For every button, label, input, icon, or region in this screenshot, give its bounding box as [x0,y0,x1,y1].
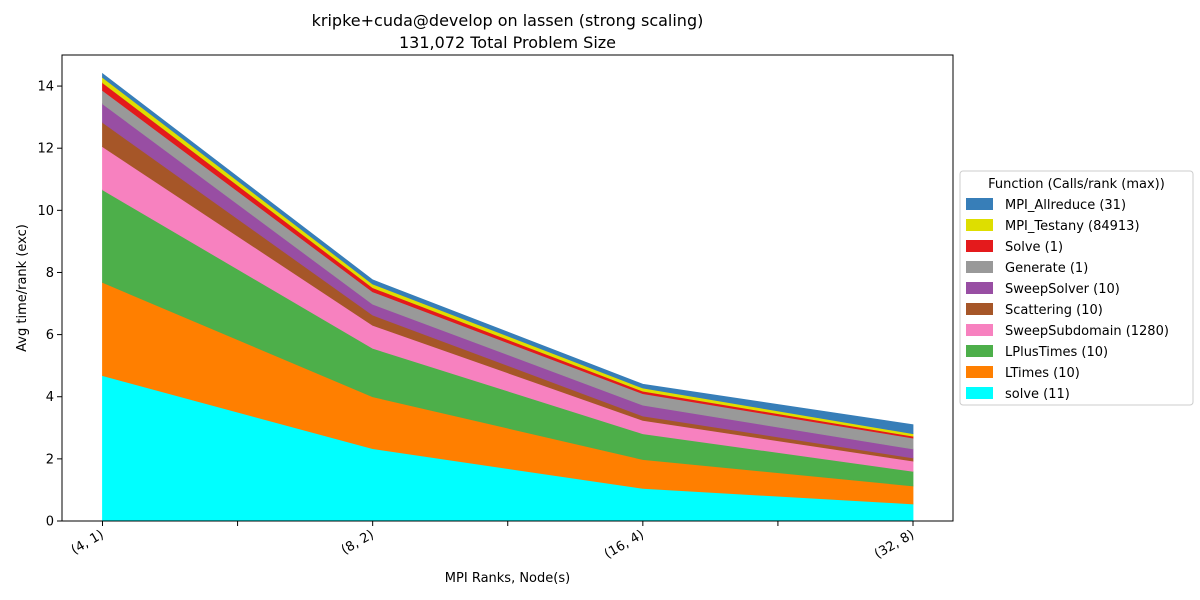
legend-swatch [966,282,993,294]
legend-label: Scattering (10) [1005,303,1103,318]
legend-label: Generate (1) [1005,261,1088,276]
x-tick-label: (32, 8) [872,527,917,562]
x-axis: (4, 1) (8, 2) (16, 4) (32, 8) [69,521,917,562]
legend-label: MPI_Testany (84913) [1005,219,1140,234]
chart-title-line1: kripke+cuda@develop on lassen (strong sc… [312,11,704,30]
y-tick-label: 0 [46,515,54,530]
legend-swatch [966,219,993,231]
y-tick-label: 8 [46,266,54,281]
y-tick-label: 2 [46,452,54,467]
legend-label: solve (11) [1005,387,1070,402]
y-tick-label: 6 [46,328,54,343]
legend-items: MPI_Allreduce (31) MPI_Testany (84913) Sol… [966,198,1169,402]
x-tick-label: (8, 2) [339,527,377,557]
chart-title-line2: 131,072 Total Problem Size [399,33,616,52]
legend: Function (Calls/rank (max)) MPI_Allreduc… [959,170,1194,406]
y-tick-label: 10 [37,204,54,219]
y-tick-label: 4 [46,390,54,405]
area-series-9 [102,72,914,435]
legend-swatch [966,345,993,357]
area-layers [102,72,914,522]
legend-swatch [966,261,993,273]
legend-swatch [966,324,993,336]
legend-label: MPI_Allreduce (31) [1005,198,1126,213]
y-axis: 0 2 4 6 8 10 12 14 [37,80,62,530]
legend-title: Function (Calls/rank (max)) [988,177,1165,192]
legend-swatch [966,240,993,252]
legend-swatch [966,366,993,378]
legend-swatch [966,303,993,315]
legend-label: Solve (1) [1005,240,1063,255]
legend-label: SweepSubdomain (1280) [1005,324,1169,339]
legend-label: LPlusTimes (10) [1005,345,1108,360]
y-tick-label: 14 [37,80,54,95]
legend-swatch [966,387,993,399]
x-tick-label: (16, 4) [602,527,647,562]
legend-label: SweepSolver (10) [1005,282,1120,297]
legend-label: LTimes (10) [1005,366,1080,381]
x-tick-label: (4, 1) [69,527,107,557]
x-axis-label: MPI Ranks, Node(s) [445,571,570,586]
y-tick-label: 12 [37,142,54,157]
legend-frame [959,170,1194,406]
legend-swatch [966,198,993,210]
y-axis-label: Avg time/rank (exc) [15,224,30,352]
